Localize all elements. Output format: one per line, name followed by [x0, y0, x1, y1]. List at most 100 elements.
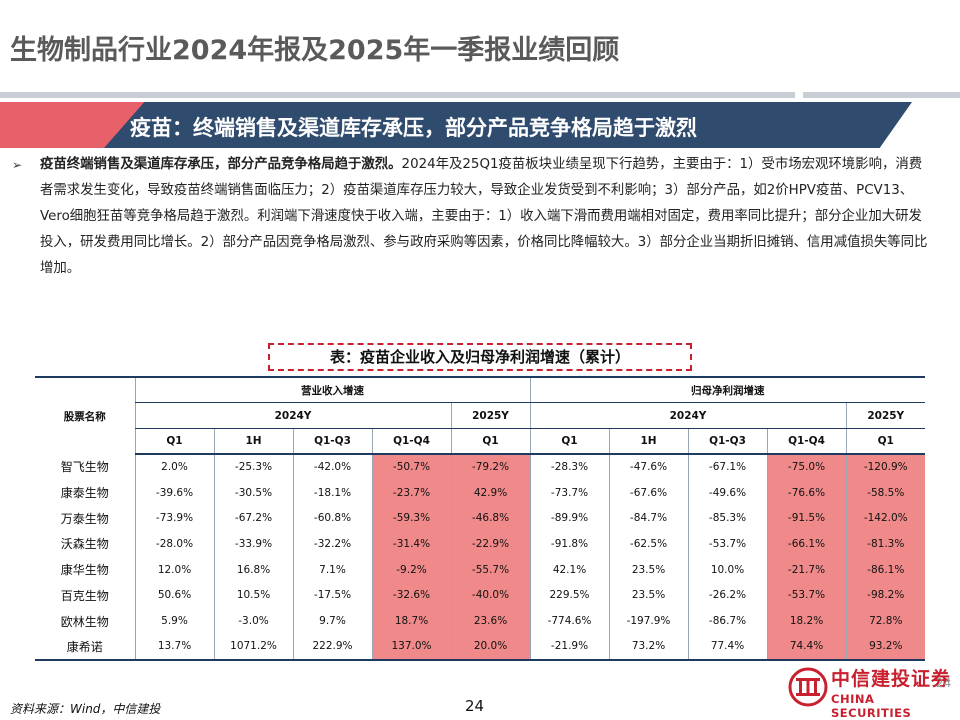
table-cell-highlighted: -98.2% [845, 582, 925, 609]
table-cell: -32.2% [292, 531, 372, 557]
brand-name-cn: 中信建投证券 [831, 668, 952, 690]
table-cell-highlighted: -22.9% [450, 531, 530, 557]
table-cell: 9.7% [292, 608, 372, 634]
table-cell: 12.0% [134, 556, 214, 583]
header-rev-2025: 2025Y [450, 402, 530, 429]
table-cell: -39.6% [134, 479, 214, 506]
table-cell: -3.0% [213, 608, 293, 634]
table-row: 康泰生物 -39.6% -30.5% -18.1% -23.7% 42.9% -… [35, 479, 925, 506]
brand-name-en: CHINA SECURITIES [831, 692, 912, 720]
table-cell: -60.8% [292, 505, 372, 532]
table-cell: 10.0% [687, 556, 767, 583]
stock-name-cell: 万泰生物 [60, 511, 109, 526]
header-period: Q1 [134, 428, 214, 456]
table-cell: -197.9% [608, 608, 688, 634]
brand-logo: 中信建投证券 CHINA SECURITIES 24 [788, 660, 958, 720]
page-number: 24 [465, 697, 485, 715]
header-period: Q1-Q3 [292, 428, 372, 456]
table-cell-highlighted: -76.6% [766, 479, 846, 506]
table-cell: -86.7% [687, 608, 767, 634]
header-revenue-growth: 营业收入增速 [134, 376, 530, 404]
title-divider-right [803, 92, 960, 98]
page-title: 生物制品行业2024年报及2025年一季报业绩回顾 [10, 35, 620, 66]
table-cell: 222.9% [292, 633, 372, 661]
source-note: 资料来源：Wind，中信建投 [10, 702, 161, 716]
table-cell-highlighted: 18.7% [371, 608, 451, 634]
title-divider-left [0, 92, 795, 98]
table-caption: 表：疫苗企业收入及归母净利润增速（累计） [268, 343, 692, 371]
table-cell-highlighted: 18.2% [766, 608, 846, 634]
banner-background [104, 102, 912, 148]
section-banner: 疫苗：终端销售及渠道库存承压，部分产品竞争格局趋于激烈 [0, 102, 930, 148]
stock-name-cell: 康泰生物 [60, 486, 109, 501]
summary-paragraph: ➢ 疫苗终端销售及渠道库存承压，部分产品竞争格局趋于激烈。2024年及25Q1疫… [12, 152, 935, 282]
summary-lead: 疫苗终端销售及渠道库存承压，部分产品竞争格局趋于激烈。 [40, 157, 402, 172]
table-cell: -18.1% [292, 479, 372, 506]
table-cell: -53.7% [687, 531, 767, 557]
table-cell-highlighted: -50.7% [371, 454, 451, 480]
table-cell-highlighted: -91.5% [766, 505, 846, 532]
table-cell-highlighted: -9.2% [371, 556, 451, 583]
header-stock-name: 股票名称 [35, 375, 135, 455]
table-cell: -67.1% [687, 454, 767, 480]
table-cell-highlighted: -58.5% [845, 479, 925, 506]
table-cell: 50.6% [134, 582, 214, 609]
stock-name-cell: 智飞生物 [60, 460, 109, 475]
header-period: Q1-Q3 [687, 428, 767, 456]
table-cell: 10.5% [213, 582, 293, 609]
corner-page-number: 24 [936, 676, 952, 690]
table-cell: -89.9% [529, 505, 609, 532]
table-row: 智飞生物 2.0% -25.3% -42.0% -50.7% -79.2% -2… [35, 454, 925, 480]
table-row: 万泰生物 -73.9% -67.2% -60.8% -59.3% -46.8% … [35, 505, 925, 532]
header-period: Q1-Q4 [371, 428, 451, 456]
header-np-2025: 2025Y [845, 402, 925, 429]
table-cell: -84.7% [608, 505, 688, 532]
table-cell: -30.5% [213, 479, 293, 506]
table-cell-highlighted: 23.6% [450, 608, 530, 634]
table-cell: -774.6% [529, 608, 609, 634]
table-cell-highlighted: -32.6% [371, 582, 451, 609]
table-cell: 229.5% [529, 582, 609, 609]
table-cell-highlighted: 72.8% [845, 608, 925, 634]
table-row: 沃森生物 -28.0% -33.9% -32.2% -31.4% -22.9% … [35, 531, 925, 557]
table-cell: -47.6% [608, 454, 688, 480]
table-cell: -67.6% [608, 479, 688, 506]
table-cell: 42.1% [529, 556, 609, 583]
table-cell-highlighted: -53.7% [766, 582, 846, 609]
table-cell: -73.9% [134, 505, 214, 532]
table-cell: -67.2% [213, 505, 293, 532]
header-np-2024: 2024Y [529, 402, 846, 429]
header-period: Q1 [529, 428, 609, 456]
table-cell-highlighted: 137.0% [371, 633, 451, 661]
citic-logo-icon [788, 667, 828, 707]
table-cell: 7.1% [292, 556, 372, 583]
table-row: 康华生物 12.0% 16.8% 7.1% -9.2% -55.7% 42.1%… [35, 556, 925, 583]
table-cell: -21.9% [529, 633, 609, 661]
table-cell-highlighted: 93.2% [845, 633, 925, 661]
arrow-bullet-icon: ➢ [12, 158, 23, 172]
table-cell-highlighted: 42.9% [450, 479, 530, 506]
table-cell: -25.3% [213, 454, 293, 480]
header-period: 1H [608, 428, 688, 456]
table-cell: 23.5% [608, 582, 688, 609]
table-cell: 73.2% [608, 633, 688, 661]
table-cell-highlighted: 74.4% [766, 633, 846, 661]
table-cell: -42.0% [292, 454, 372, 480]
header-period: 1H [213, 428, 293, 456]
table-cell-highlighted: -31.4% [371, 531, 451, 557]
table-cell: 1071.2% [213, 633, 293, 661]
header-period: Q1-Q4 [766, 428, 846, 456]
table-cell: 13.7% [134, 633, 214, 661]
table-cell: -49.6% [687, 479, 767, 506]
table-cell-highlighted: -86.1% [845, 556, 925, 583]
table-cell: 5.9% [134, 608, 214, 634]
table-cell: -73.7% [529, 479, 609, 506]
table-cell-highlighted: -66.1% [766, 531, 846, 557]
table-cell-highlighted: -59.3% [371, 505, 451, 532]
table-cell-highlighted: -40.0% [450, 582, 530, 609]
table-cell: -85.3% [687, 505, 767, 532]
table-cell: 2.0% [134, 454, 214, 480]
table-cell-highlighted: 20.0% [450, 633, 530, 661]
table-cell-highlighted: -81.3% [845, 531, 925, 557]
table-cell: -28.3% [529, 454, 609, 480]
